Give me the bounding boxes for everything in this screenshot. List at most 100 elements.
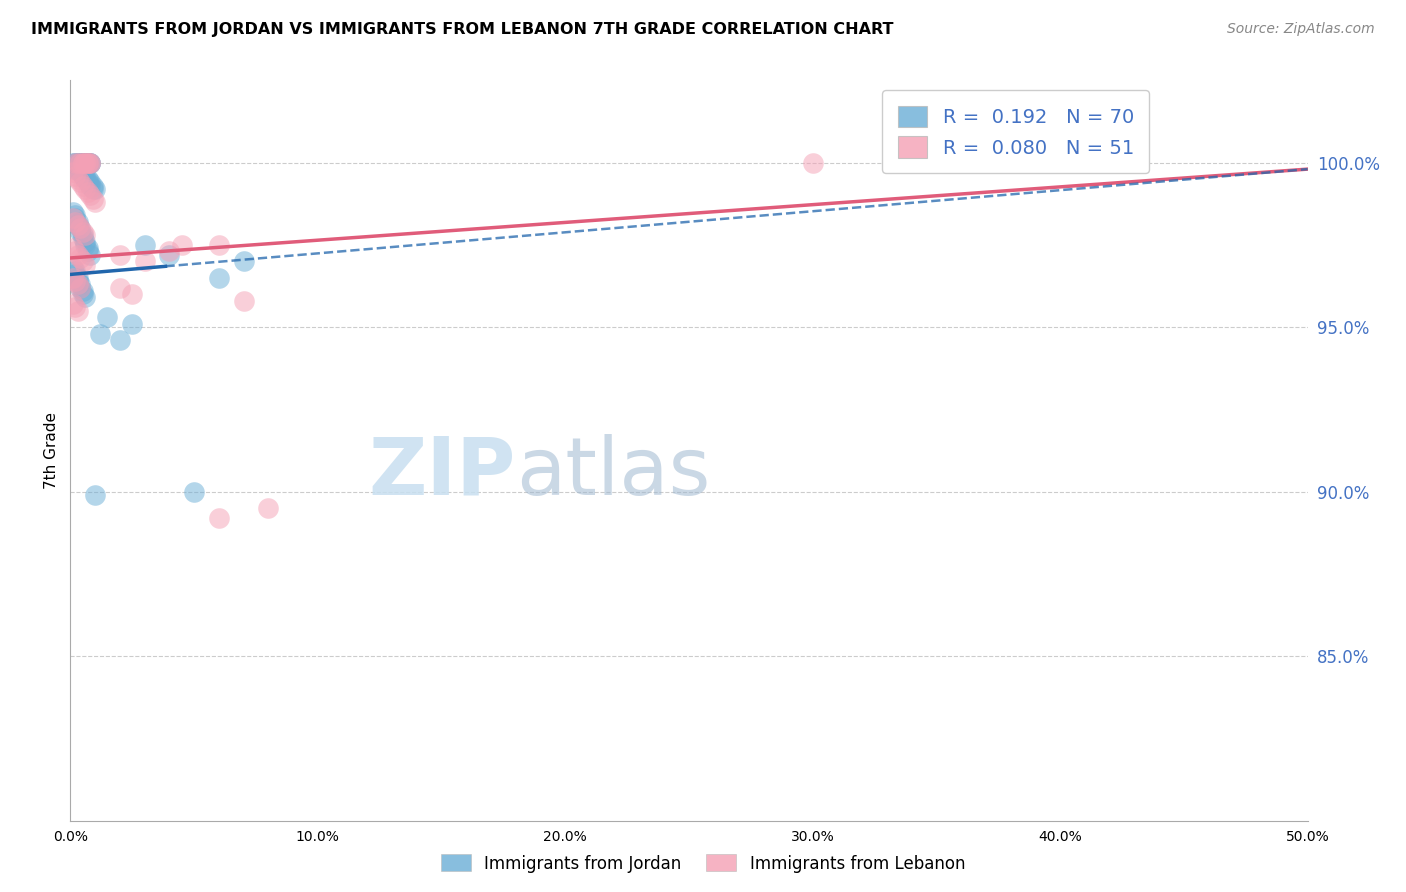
Point (79, 155, 101, 169)
Point (62, 260, 84, 275)
Point (208, 237, 231, 252)
Point (76, 244, 98, 259)
Point (62, 297, 84, 311)
Point (79, 155, 101, 169)
Point (65, 169, 87, 183)
Point (79, 155, 101, 169)
Point (66, 303, 89, 318)
Point (76, 155, 98, 169)
Point (84, 194, 107, 209)
Point (65, 301, 87, 315)
Point (62, 270, 84, 285)
Text: IMMIGRANTS FROM JORDAN VS IMMIGRANTS FROM LEBANON 7TH GRADE CORRELATION CHART: IMMIGRANTS FROM JORDAN VS IMMIGRANTS FRO… (31, 22, 893, 37)
Point (72, 254, 94, 268)
Point (75, 290, 97, 304)
Point (79, 248, 101, 262)
Point (79, 178, 101, 193)
Point (72, 178, 94, 193)
Point (96, 310, 118, 325)
Text: ZIP: ZIP (368, 434, 516, 512)
Point (66, 218, 89, 232)
Legend: R =  0.192   N = 70, R =  0.080   N = 51: R = 0.192 N = 70, R = 0.080 N = 51 (883, 90, 1149, 173)
Point (121, 317, 143, 331)
Point (84, 488, 107, 502)
Point (232, 293, 254, 308)
Y-axis label: 7th Grade: 7th Grade (44, 412, 59, 489)
Point (76, 155, 98, 169)
Point (208, 511, 231, 525)
Point (75, 155, 97, 169)
Point (69, 221, 91, 235)
Point (66, 155, 89, 169)
Point (66, 162, 89, 177)
Point (72, 225, 94, 239)
Point (75, 155, 97, 169)
Point (69, 175, 91, 189)
Point (75, 227, 97, 242)
Point (108, 248, 131, 262)
Point (65, 274, 87, 288)
Point (75, 155, 97, 169)
Point (66, 248, 89, 262)
Point (69, 155, 91, 169)
Point (76, 172, 98, 186)
Point (89, 326, 111, 341)
Point (108, 280, 131, 294)
Point (79, 175, 101, 189)
Point (208, 270, 231, 285)
Point (65, 208, 87, 222)
Point (65, 155, 87, 169)
Point (121, 287, 143, 301)
Point (76, 155, 98, 169)
Point (75, 235, 97, 249)
Point (69, 277, 91, 292)
Point (65, 155, 87, 169)
Point (134, 254, 156, 268)
Point (76, 155, 98, 169)
Point (82, 182, 104, 196)
Point (69, 221, 91, 235)
Point (66, 270, 89, 285)
Point (65, 264, 87, 278)
Point (801, 155, 824, 169)
Point (66, 274, 89, 288)
Point (66, 218, 89, 232)
Point (257, 501, 280, 516)
Point (183, 484, 205, 499)
Point (232, 254, 254, 268)
Point (65, 244, 87, 259)
Point (72, 155, 94, 169)
Point (72, 155, 94, 169)
Point (75, 155, 97, 169)
Point (62, 155, 84, 169)
Point (69, 165, 91, 179)
Point (69, 251, 91, 265)
Point (69, 280, 91, 294)
Point (62, 205, 84, 219)
Point (75, 155, 97, 169)
Point (79, 155, 101, 169)
Point (72, 169, 94, 183)
Point (65, 268, 87, 282)
Point (75, 182, 97, 196)
Point (76, 241, 98, 255)
Point (134, 237, 156, 252)
Point (72, 155, 94, 169)
Point (72, 155, 94, 169)
Point (66, 277, 89, 292)
Point (170, 237, 193, 252)
Point (84, 182, 107, 196)
Point (72, 165, 94, 179)
Point (65, 215, 87, 229)
Point (69, 155, 91, 169)
Point (65, 155, 87, 169)
Point (75, 237, 97, 252)
Text: atlas: atlas (516, 434, 710, 512)
Point (69, 155, 91, 169)
Point (75, 169, 97, 183)
Point (76, 185, 98, 199)
Point (75, 172, 97, 186)
Point (62, 241, 84, 255)
Point (66, 155, 89, 169)
Point (66, 172, 89, 186)
